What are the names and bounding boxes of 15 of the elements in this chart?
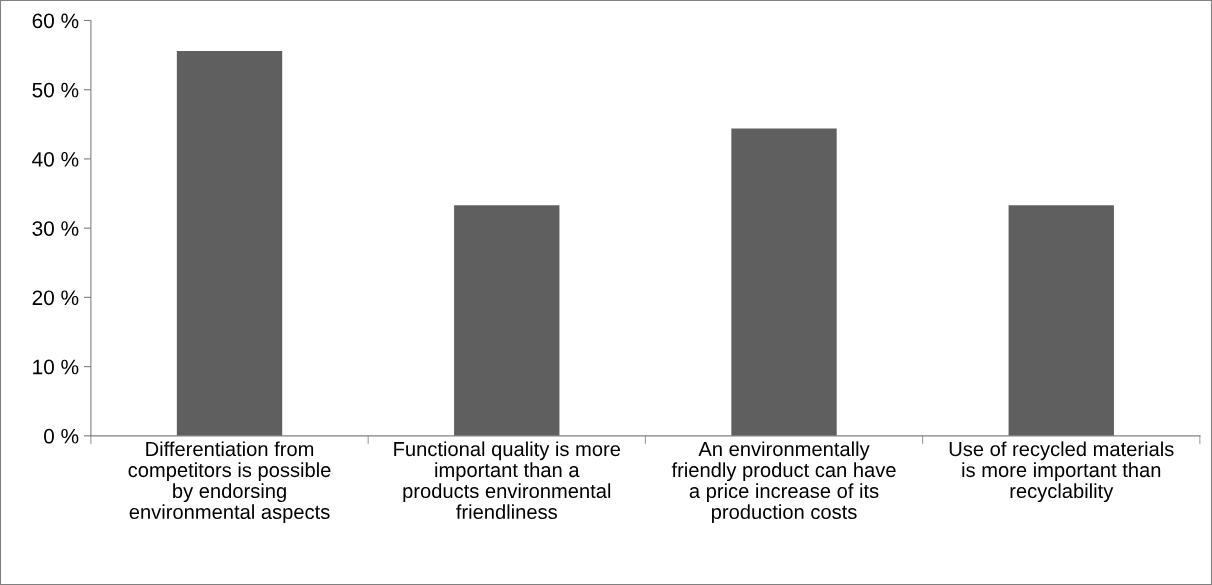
bar <box>176 50 283 436</box>
y-tick-label: 20 % <box>32 290 79 306</box>
bar <box>1008 205 1114 436</box>
x-tick-label: Functional quality is more important than a products environmental friendliness <box>394 441 621 520</box>
y-tick-label: 50 % <box>32 82 79 98</box>
y-tick-label: 0 % <box>44 428 79 444</box>
x-tick-label: Differentiation from competitors is possible by endorsing environmental aspects <box>128 441 331 524</box>
y-tick-label: 10 % <box>33 359 79 375</box>
y-tick-label: 40 % <box>32 151 79 167</box>
bar <box>454 205 560 436</box>
y-tick-label: 60 % <box>32 13 79 29</box>
y-tick-label: 30 % <box>32 221 79 236</box>
x-tick-label: Use of recycled materials is more important than recyclability <box>949 441 1174 503</box>
bar <box>731 128 837 436</box>
x-tick-label: An environmentally friendly product can have a price increase of its production costs <box>671 441 896 524</box>
